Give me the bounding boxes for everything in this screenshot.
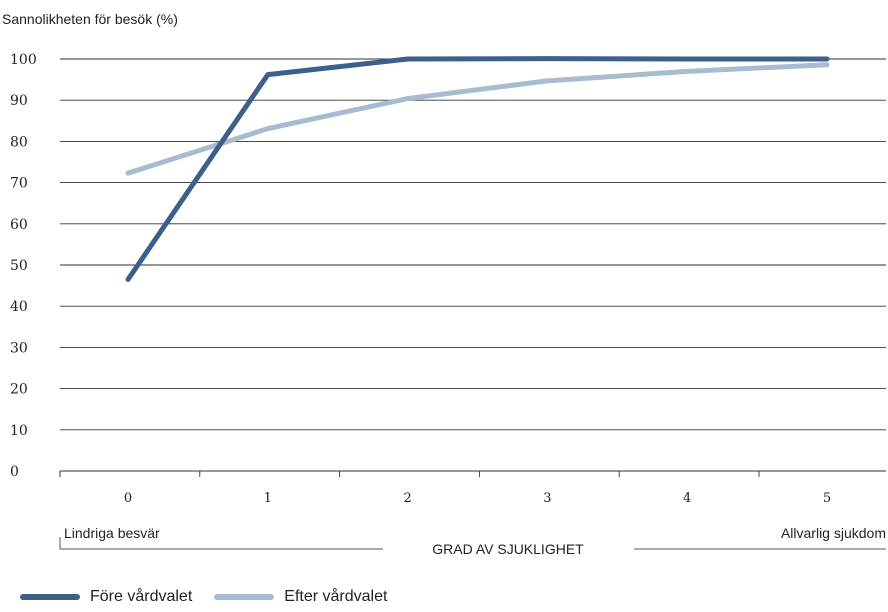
x-tick-label: 0: [124, 491, 132, 506]
series-line-efter: [125, 62, 830, 176]
y-tick-label: 0: [10, 464, 19, 480]
x-axis-right-label: Allvarlig sjukdom: [781, 525, 886, 541]
series-line-fore: [125, 56, 830, 282]
y-axis-label: Sannolikheten för besök (%): [2, 11, 178, 27]
y-tick-label: 40: [10, 299, 28, 315]
x-tick-label: 2: [403, 491, 411, 506]
x-tick-label: 4: [683, 491, 691, 506]
y-tick-label: 70: [10, 176, 28, 192]
y-tick-label: 30: [10, 340, 28, 356]
x-axis-range-bracket: Lindriga besvär Allvarlig sjukdom GRAD A…: [59, 525, 886, 557]
y-tick-label: 10: [10, 423, 28, 439]
y-tick-label: 100: [10, 52, 37, 68]
y-tick-label: 80: [10, 134, 28, 150]
y-tick-label: 20: [10, 382, 28, 398]
y-tick-label: 50: [10, 258, 28, 274]
line-chart: 0 10 20 30 40 50 60 70 80 90 100 0 1 2 3 4 5 Sannolikhe…: [2, 11, 886, 557]
y-tick-label: 60: [10, 217, 28, 233]
legend-label-fore: Före vårdvalet: [90, 588, 193, 605]
x-axis-left-label: Lindriga besvär: [64, 525, 160, 541]
y-tick-label: 90: [10, 93, 28, 109]
x-axis: [59, 470, 886, 477]
x-tick-label: 3: [543, 491, 551, 506]
legend: Före vårdvalet Efter vårdvalet: [20, 588, 409, 606]
x-tick-label: 1: [264, 491, 272, 506]
x-axis-tick-labels: 0 1 2 3 4 5: [124, 491, 831, 506]
legend-label-efter: Efter vårdvalet: [284, 588, 388, 605]
y-axis-tick-labels: 0 10 20 30 40 50 60 70 80 90 100: [10, 52, 37, 480]
legend-swatch-efter: [214, 594, 275, 600]
series-lines: [125, 56, 830, 282]
legend-swatch-fore: [20, 594, 80, 600]
legend-item-efter: Efter vårdvalet: [214, 588, 387, 606]
x-tick-label: 5: [823, 491, 831, 506]
legend-item-fore: Före vårdvalet: [20, 588, 192, 606]
x-axis-title: GRAD AV SJUKLIGHET: [432, 541, 584, 557]
grid-lines: [60, 58, 886, 431]
